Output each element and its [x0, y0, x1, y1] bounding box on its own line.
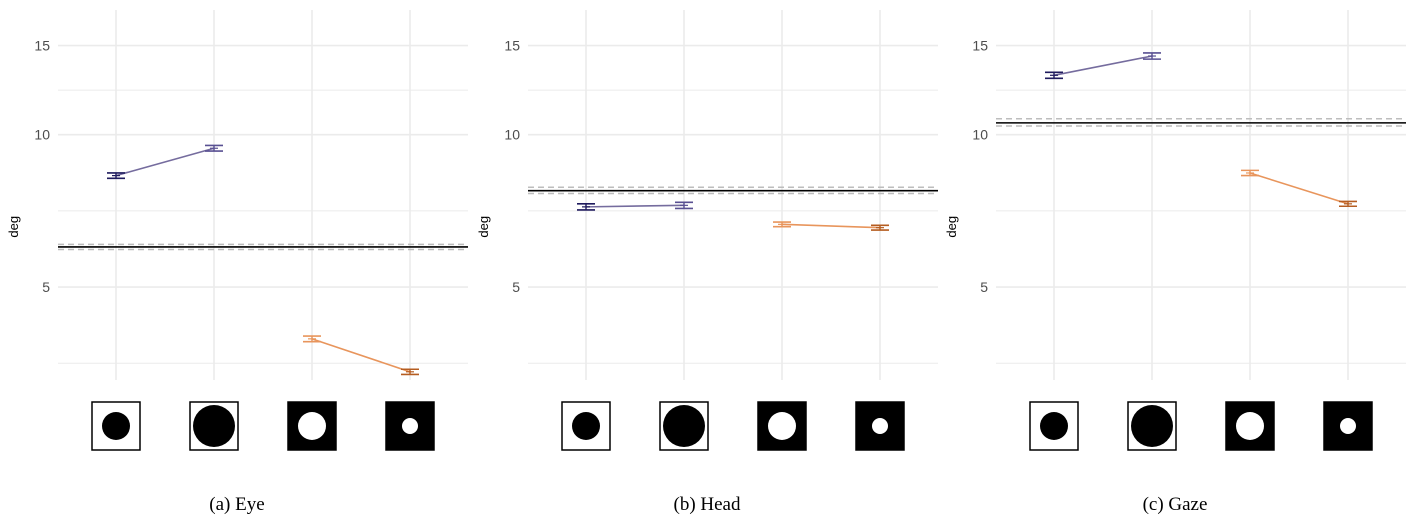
y-tick-label: 15 — [34, 38, 50, 54]
data-point — [107, 172, 125, 180]
data-point — [1339, 200, 1357, 208]
icon-disc — [768, 412, 796, 440]
data-point — [1045, 71, 1063, 80]
series-line — [1053, 55, 1153, 77]
icon-disc — [102, 412, 130, 440]
panel-caption: (a) Eye — [209, 494, 264, 515]
icon-frame — [287, 401, 337, 451]
icon-disc — [572, 412, 600, 440]
small-white-disc-on-black-icon — [855, 401, 905, 451]
small-white-disc-on-black-icon — [385, 401, 435, 451]
panel-caption: (c) Gaze — [1143, 494, 1208, 515]
icon-disc — [298, 412, 326, 440]
series-line — [115, 147, 215, 177]
icon-disc — [1340, 418, 1356, 434]
data-point — [675, 201, 693, 210]
small-white-disc-on-black-icon — [1323, 401, 1373, 451]
icon-disc — [1040, 412, 1068, 440]
black-disc-on-white-icon — [91, 401, 141, 451]
chart-panel: 5 10 15 deg (c) Gaze — [944, 10, 1406, 515]
data-point — [205, 144, 223, 152]
data-point — [401, 368, 419, 376]
chart-panel: 5 10 15 deg (b) Head — [476, 10, 938, 515]
icon-frame — [855, 401, 905, 451]
data-point — [577, 203, 595, 211]
large-black-disc-on-white-icon — [189, 401, 239, 451]
y-tick-label: 10 — [972, 127, 988, 143]
data-point — [773, 221, 791, 228]
y-axis-label: deg — [476, 216, 491, 238]
large-black-disc-on-white-icon — [659, 401, 709, 451]
icon-disc — [872, 418, 888, 434]
white-disc-on-black-icon — [757, 401, 807, 451]
y-tick-label: 5 — [512, 279, 520, 295]
icon-disc — [663, 405, 705, 447]
series-line — [311, 338, 411, 373]
y-tick-label: 5 — [980, 279, 988, 295]
panel-caption: (b) Head — [674, 494, 741, 515]
icon-disc — [193, 405, 235, 447]
white-disc-on-black-icon — [1225, 401, 1275, 451]
white-disc-on-black-icon — [287, 401, 337, 451]
chart-panel: 5 10 15 deg (a) Eye — [6, 10, 468, 515]
icon-disc — [1131, 405, 1173, 447]
black-disc-on-white-icon — [561, 401, 611, 451]
y-tick-label: 10 — [34, 127, 50, 143]
black-disc-on-white-icon — [1029, 401, 1079, 451]
large-black-disc-on-white-icon — [1127, 401, 1177, 451]
series-line — [781, 223, 881, 229]
data-point — [1241, 169, 1259, 177]
icon-disc — [1236, 412, 1264, 440]
y-axis-label: deg — [944, 216, 959, 238]
icon-disc — [402, 418, 418, 434]
data-point — [303, 335, 321, 343]
series-line — [585, 204, 685, 208]
y-tick-label: 5 — [42, 279, 50, 295]
y-tick-label: 15 — [504, 38, 520, 54]
y-tick-label: 15 — [972, 38, 988, 54]
y-axis-label: deg — [6, 216, 21, 238]
y-tick-label: 10 — [504, 127, 520, 143]
data-point — [871, 224, 889, 231]
data-point — [1143, 52, 1161, 60]
series-line — [1249, 172, 1349, 205]
